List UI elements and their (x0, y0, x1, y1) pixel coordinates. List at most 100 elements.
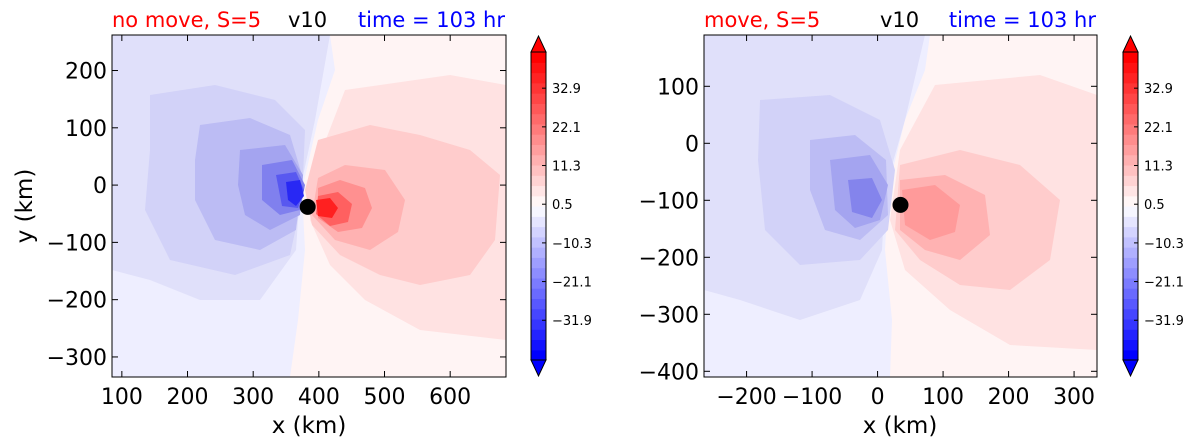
y-tick-label: −200 (639, 246, 699, 271)
title-center: v10 (880, 8, 919, 32)
colorbar-level (531, 175, 546, 187)
colorbar-level (1123, 349, 1138, 361)
colorbar-frame (1122, 51, 1139, 361)
colorbar-level (1123, 247, 1138, 258)
contour-field (704, 35, 1097, 377)
colorbar-level (1123, 298, 1138, 310)
x-tick-label: 600 (429, 385, 471, 410)
colorbar-level (531, 185, 546, 197)
colorbar-level (531, 308, 546, 320)
y-tick-label: 100 (657, 75, 699, 100)
colorbar-level (1123, 288, 1138, 299)
title-center: v10 (288, 8, 327, 32)
colorbar-frame (530, 51, 547, 361)
colorbar-tick-label: −31.9 (552, 314, 592, 329)
colorbar-level (531, 267, 546, 279)
y-tick-label: 100 (65, 117, 107, 142)
colorbar-level (1123, 277, 1138, 289)
colorbar-level (531, 164, 546, 176)
colorbar-tick-label: 0.5 (1144, 198, 1165, 213)
y-tick-label: −300 (47, 346, 107, 371)
colorbar-level (531, 318, 546, 330)
x-tick-label: −200 (716, 385, 776, 410)
colorbar-level (531, 339, 546, 351)
y-axis-label: y (km) (12, 169, 38, 244)
colorbar: 32.9 22.1 11.3 0.5 −10.3 −21.1 −31.9 (1122, 34, 1184, 378)
y-tick-label: −400 (639, 360, 699, 385)
colorbar-tick-label: −10.3 (1144, 237, 1184, 252)
colorbar-level (1123, 267, 1138, 279)
colorbar-level (1123, 175, 1138, 187)
colorbar-level (531, 113, 546, 125)
colorbar-level (531, 329, 546, 341)
colorbar-level (531, 247, 546, 258)
x-tick-label: 100 (101, 385, 143, 410)
x-tick-label: 200 (167, 385, 209, 410)
panel-no-move: no move, S=5 v10 time = 103 hr 100 200 300… (12, 8, 592, 439)
colorbar-extend-max (530, 34, 547, 53)
negative-region-5 (848, 178, 882, 218)
colorbar-tick-label: 0.5 (552, 198, 573, 213)
colorbar-level (1123, 318, 1138, 330)
colorbar-level (531, 52, 546, 63)
colorbar: 32.9 22.1 11.3 0.5 −10.3 −21.1 −31.9 (530, 34, 592, 378)
title-left: no move, S=5 (112, 8, 261, 32)
colorbar-level (531, 93, 546, 104)
colorbar-tick-label: 32.9 (1144, 82, 1173, 97)
colorbar-level (531, 257, 546, 269)
title-right: time = 103 hr (949, 8, 1096, 32)
colorbar-level (1123, 226, 1138, 238)
colorbar-level (1123, 206, 1138, 217)
y-tick-label: −100 (47, 231, 107, 256)
colorbar-level (531, 226, 546, 238)
y-tick-label: −100 (639, 189, 699, 214)
colorbar-level (531, 349, 546, 361)
y-tick-label: −300 (639, 303, 699, 328)
colorbar-tick-label: −10.3 (552, 237, 592, 252)
x-axis-label: x (km) (863, 413, 938, 439)
colorbar-tick-label: 22.1 (552, 121, 581, 136)
colorbar-level (531, 277, 546, 289)
colorbar-level (1123, 82, 1138, 94)
x-tick-label: 200 (988, 385, 1030, 410)
colorbar-level (531, 123, 546, 135)
y-tick-label: −200 (47, 289, 107, 314)
title-right: time = 103 hr (358, 8, 505, 32)
colorbar-level (531, 195, 546, 207)
colorbar-level (531, 216, 546, 228)
colorbar-extend-min (530, 359, 547, 378)
x-tick-label: 0 (871, 385, 885, 410)
storm-center-marker (892, 196, 909, 213)
colorbar-level (531, 82, 546, 94)
colorbar-level (1123, 329, 1138, 341)
colorbar-tick-label: 11.3 (552, 160, 581, 175)
colorbar-level (531, 236, 546, 248)
axes-frame (703, 34, 1098, 378)
y-tick-label: 200 (65, 60, 107, 85)
colorbar-level (1123, 216, 1138, 228)
colorbar-level (1123, 93, 1138, 104)
colorbar-level (531, 144, 546, 156)
colorbar-level (1123, 72, 1138, 84)
x-tick-label: 300 (1053, 385, 1095, 410)
colorbar-level (531, 103, 546, 115)
colorbar-level (531, 288, 546, 299)
colorbar-tick-label: −21.1 (1144, 276, 1184, 291)
colorbar-level (1123, 52, 1138, 63)
y-tick-label: 0 (93, 174, 107, 199)
colorbar-tick-label: 11.3 (1144, 160, 1173, 175)
colorbar-level (531, 134, 546, 145)
x-tick-label: 400 (298, 385, 340, 410)
colorbar-level (1123, 123, 1138, 135)
x-tick-label: 300 (232, 385, 274, 410)
colorbar-tick-label: 32.9 (552, 82, 581, 97)
colorbar-tick-label: −31.9 (1144, 314, 1184, 329)
x-axis-label: x (km) (272, 413, 347, 439)
positive-region-7 (316, 198, 338, 218)
colorbar-tick-label: 22.1 (1144, 121, 1173, 136)
colorbar-level (1123, 154, 1138, 166)
axes-frame (111, 34, 507, 378)
colorbar-level (1123, 103, 1138, 115)
colorbar-level (1123, 62, 1138, 74)
